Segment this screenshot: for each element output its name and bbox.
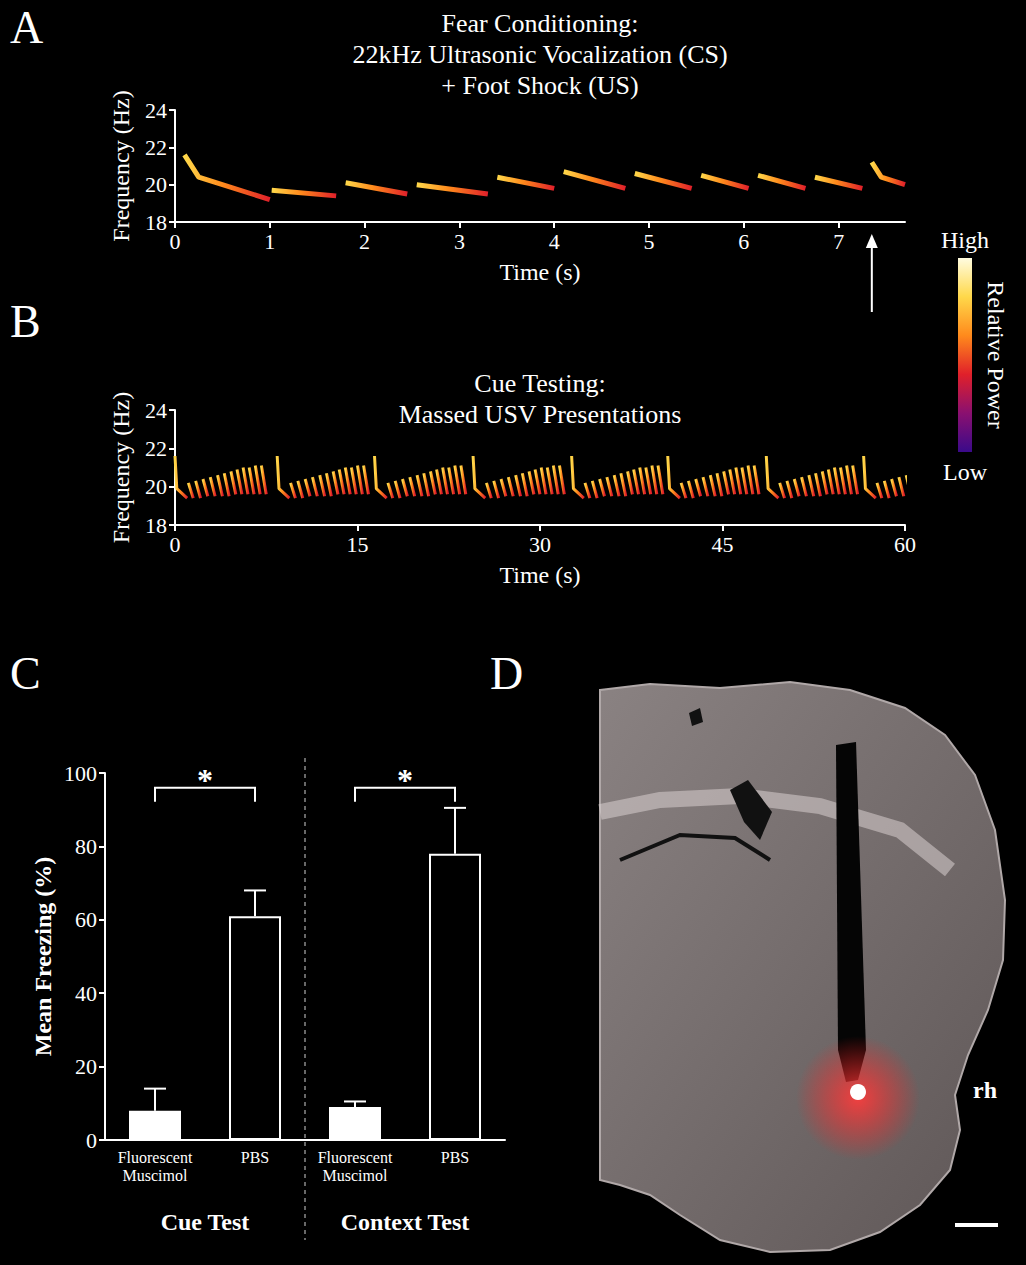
svg-text:45: 45 xyxy=(712,532,734,557)
svg-text:20: 20 xyxy=(75,1054,97,1079)
svg-text:3: 3 xyxy=(454,229,465,254)
svg-text:30: 30 xyxy=(529,532,551,557)
svg-text:Fluorescent: Fluorescent xyxy=(118,1149,193,1166)
svg-text:0: 0 xyxy=(170,229,181,254)
svg-text:Frequency (Hz): Frequency (Hz) xyxy=(108,392,134,543)
svg-text:*: * xyxy=(397,762,413,798)
svg-text:Muscimol: Muscimol xyxy=(323,1167,388,1184)
svg-text:Frequency (Hz): Frequency (Hz) xyxy=(108,90,134,241)
svg-text:6: 6 xyxy=(738,229,749,254)
svg-text:5: 5 xyxy=(644,229,655,254)
svg-text:1: 1 xyxy=(264,229,275,254)
svg-text:+ Foot Shock (US): + Foot Shock (US) xyxy=(441,71,638,100)
svg-text:B: B xyxy=(10,296,41,347)
svg-text:D: D xyxy=(490,648,523,699)
svg-text:80: 80 xyxy=(75,834,97,859)
svg-text:Muscimol: Muscimol xyxy=(123,1167,188,1184)
svg-text:PBS: PBS xyxy=(441,1149,469,1166)
svg-text:Cue Testing:: Cue Testing: xyxy=(474,369,605,398)
svg-text:Fear Conditioning:: Fear Conditioning: xyxy=(441,9,638,38)
svg-text:0: 0 xyxy=(170,532,181,557)
svg-text:22: 22 xyxy=(145,135,167,160)
svg-text:rh: rh xyxy=(973,1077,997,1103)
svg-text:Massed USV Presentations: Massed USV Presentations xyxy=(399,400,682,429)
svg-text:20: 20 xyxy=(145,172,167,197)
svg-text:2: 2 xyxy=(359,229,370,254)
svg-text:7: 7 xyxy=(833,229,844,254)
svg-text:Relative Power: Relative Power xyxy=(983,281,1009,428)
svg-text:C: C xyxy=(10,648,41,699)
svg-text:PBS: PBS xyxy=(241,1149,269,1166)
svg-text:100: 100 xyxy=(64,761,97,786)
svg-text:Cue Test: Cue Test xyxy=(161,1209,250,1235)
svg-text:24: 24 xyxy=(145,98,167,123)
svg-text:Low: Low xyxy=(943,459,988,485)
svg-text:High: High xyxy=(941,227,989,253)
svg-text:Time (s): Time (s) xyxy=(499,259,580,285)
svg-text:A: A xyxy=(10,2,43,53)
svg-text:40: 40 xyxy=(75,981,97,1006)
svg-text:Time (s): Time (s) xyxy=(499,562,580,588)
svg-text:20: 20 xyxy=(145,474,167,499)
svg-text:60: 60 xyxy=(75,907,97,932)
svg-text:15: 15 xyxy=(347,532,369,557)
svg-text:Mean Freezing (%): Mean Freezing (%) xyxy=(30,857,56,1057)
svg-text:24: 24 xyxy=(145,398,167,423)
svg-text:22: 22 xyxy=(145,436,167,461)
svg-text:Context Test: Context Test xyxy=(341,1209,470,1235)
svg-text:0: 0 xyxy=(86,1128,97,1153)
svg-text:*: * xyxy=(197,762,213,798)
svg-text:60: 60 xyxy=(894,532,916,557)
svg-text:4: 4 xyxy=(549,229,560,254)
svg-text:18: 18 xyxy=(145,210,167,235)
svg-text:18: 18 xyxy=(145,513,167,538)
svg-text:Fluorescent: Fluorescent xyxy=(318,1149,393,1166)
svg-text:22kHz Ultrasonic Vocalization: 22kHz Ultrasonic Vocalization (CS) xyxy=(352,40,727,69)
